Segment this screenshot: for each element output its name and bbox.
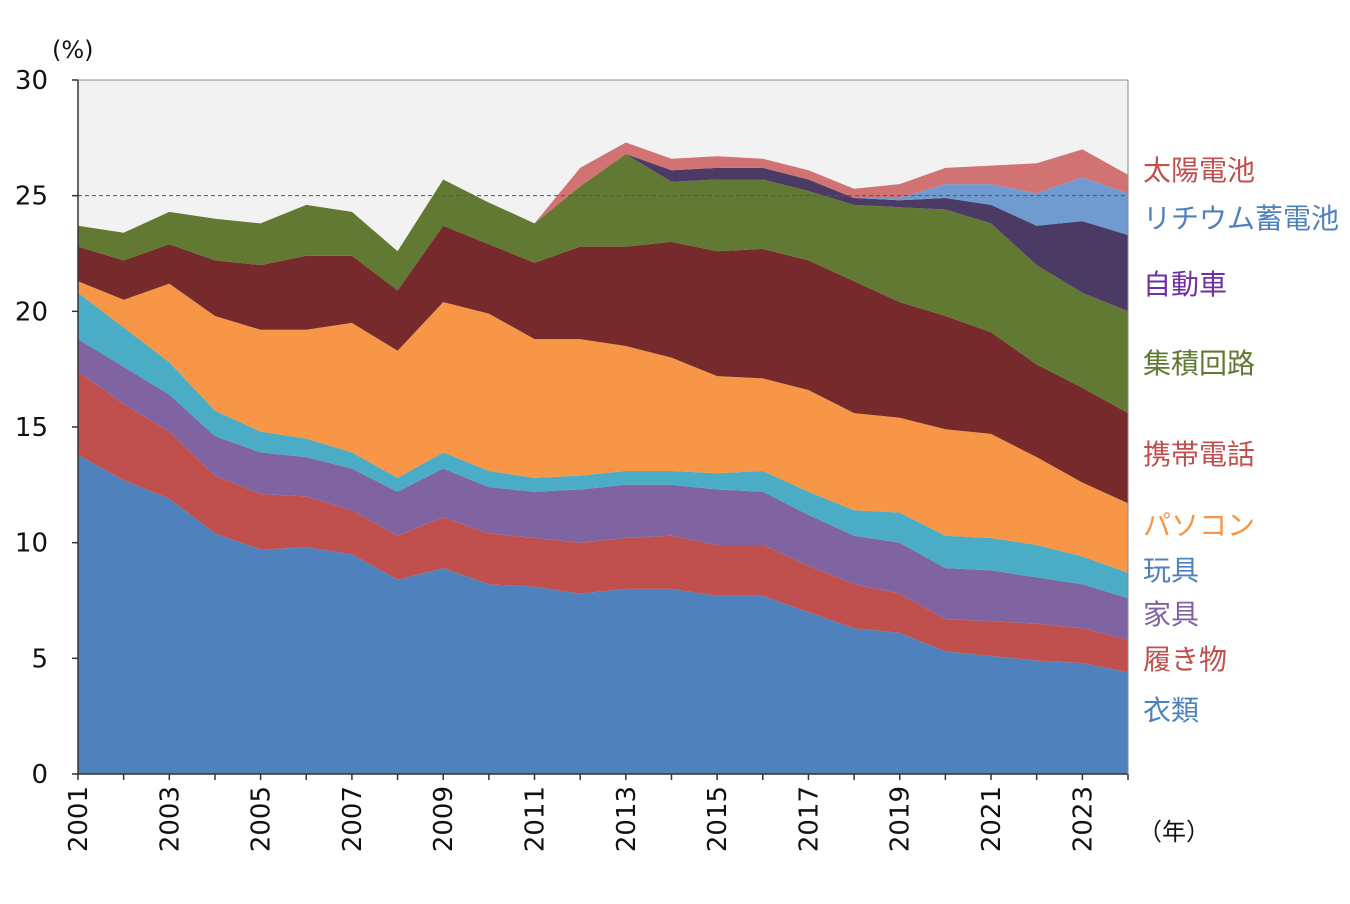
legend-label-7: 集積回路 <box>1143 347 1255 380</box>
axes-group: 0 5 10 15 20 25 30 2001 2003 2005 2007 2009 2011 2013… <box>15 66 1129 852</box>
area-series-2 <box>78 371 1128 673</box>
legend-label-8: 自動車 <box>1143 268 1227 301</box>
x-tick-label: 2009 <box>429 786 459 852</box>
y-tick-label: 5 <box>31 644 48 674</box>
legend-label-1: 衣類 <box>1143 694 1199 727</box>
x-tick-label: 2013 <box>612 786 642 852</box>
area-series-5 <box>78 281 1128 573</box>
legend-label-10: 太陽電池 <box>1143 154 1255 187</box>
y-tick-label: 30 <box>15 66 48 96</box>
legend-label-4: 玩具 <box>1143 554 1199 587</box>
area-series-10 <box>78 142 1128 252</box>
x-tick-label: 2001 <box>64 786 94 852</box>
area-series-3 <box>78 339 1128 640</box>
x-tick-label: 2003 <box>155 786 185 852</box>
y-tick-label: 15 <box>15 413 48 443</box>
legend-label-5: パソコン <box>1143 509 1255 542</box>
x-tick-label: 2005 <box>247 786 277 852</box>
x-tick-label: 2019 <box>886 786 916 852</box>
area-series-4 <box>78 292 1128 599</box>
x-tick-label: 2011 <box>521 786 551 852</box>
legend-label-2: 履き物 <box>1143 643 1227 676</box>
y-tick-label: 10 <box>15 529 48 559</box>
area-series-6 <box>78 225 1128 504</box>
y-tick-label: 25 <box>15 182 48 212</box>
x-tick-label: 2021 <box>977 786 1007 852</box>
x-tick-label: 2007 <box>338 786 368 852</box>
area-series-7 <box>78 154 1128 414</box>
x-tick-label: 2023 <box>1068 786 1098 852</box>
x-axis-unit-label: （年） <box>1138 818 1210 846</box>
legend-label-6: 携帯電話 <box>1143 438 1255 471</box>
area-series-1 <box>78 454 1128 774</box>
y-axis-unit-label: (%) <box>52 36 94 64</box>
y-tick-label: 20 <box>15 297 48 327</box>
y-tick-label: 0 <box>31 760 48 790</box>
x-tick-label: 2017 <box>794 786 824 852</box>
legend-label-3: 家具 <box>1143 598 1199 631</box>
legend-label-9: リチウム蓄電池 <box>1143 202 1339 235</box>
x-tick-label: 2015 <box>703 786 733 852</box>
area-series-group <box>78 142 1128 774</box>
